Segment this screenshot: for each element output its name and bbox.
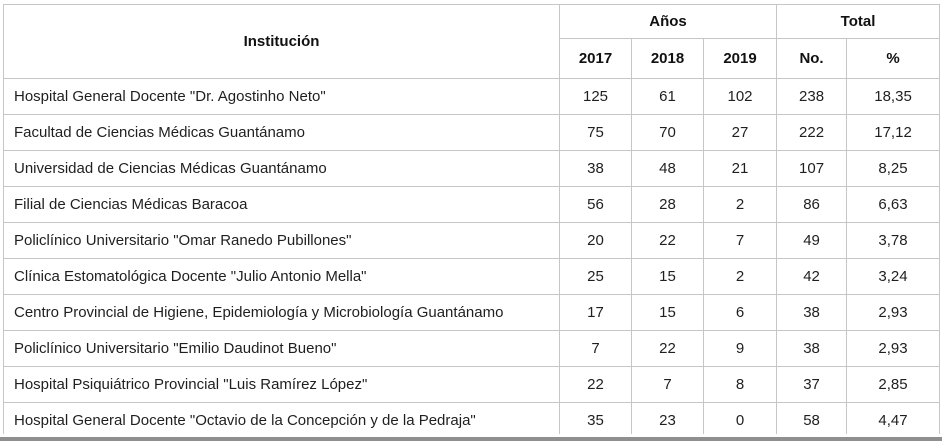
cell-total-pct: 18,35	[846, 78, 941, 115]
cell-2017: 56	[559, 186, 632, 223]
cell-institution: Facultad de Ciencias Médicas Guantánamo	[3, 114, 560, 151]
table-row: Hospital General Docente "Octavio de la …	[3, 402, 941, 439]
cell-institution: Hospital General Docente "Dr. Agostinho …	[3, 78, 560, 115]
cell-institution: Hospital Psiquiátrico Provincial "Luis R…	[3, 366, 560, 403]
cell-2019: 2	[702, 186, 778, 223]
cell-total-no: 38	[776, 294, 848, 331]
table-row: Centro Provincial de Higiene, Epidemiolo…	[3, 294, 941, 331]
cell-total-pct: 17,12	[846, 114, 941, 151]
cell-institution: Policlínico Universitario "Emilio Daudin…	[3, 330, 560, 367]
cell-2018: 61	[631, 78, 704, 115]
cell-total-no: 107	[776, 150, 848, 187]
cell-total-pct: 8,25	[846, 150, 941, 187]
cell-total-no: 37	[776, 366, 848, 403]
cell-total-pct: 6,63	[846, 186, 941, 223]
bottom-edge-bar	[0, 437, 942, 441]
table-row: Hospital Psiquiátrico Provincial "Luis R…	[3, 366, 941, 403]
cell-2017: 22	[559, 366, 632, 403]
cell-2017: 75	[559, 114, 632, 151]
cell-2017: 125	[559, 78, 632, 115]
cell-2018: 7	[631, 366, 704, 403]
header-no: No.	[776, 38, 848, 79]
cell-2018: 70	[631, 114, 704, 151]
cell-2017: 38	[559, 150, 632, 187]
institutions-table: Institución Años Total 2017 2018 2019 No…	[3, 4, 941, 439]
cell-institution: Universidad de Ciencias Médicas Guantána…	[3, 150, 560, 187]
header-institution: Institución	[3, 4, 560, 79]
table-header: Institución Años Total 2017 2018 2019 No…	[3, 4, 941, 79]
cell-2019: 102	[702, 78, 778, 115]
cell-institution: Filial de Ciencias Médicas Baracoa	[3, 186, 560, 223]
cell-2017: 25	[559, 258, 632, 295]
cell-total-pct: 3,78	[846, 222, 941, 259]
cell-2017: 7	[559, 330, 632, 367]
cell-2019: 2	[702, 258, 778, 295]
cell-2018: 15	[631, 258, 704, 295]
cell-2018: 15	[631, 294, 704, 331]
header-2017: 2017	[559, 38, 632, 79]
table-row: Policlínico Universitario "Omar Ranedo P…	[3, 222, 941, 259]
cell-2018: 48	[631, 150, 704, 187]
cell-institution: Clínica Estomatológica Docente "Julio An…	[3, 258, 560, 295]
cell-total-pct: 4,47	[846, 402, 941, 439]
cell-2017: 17	[559, 294, 632, 331]
header-total-group: Total	[776, 4, 941, 39]
table-row: Universidad de Ciencias Médicas Guantána…	[3, 150, 941, 187]
table-row: Clínica Estomatológica Docente "Julio An…	[3, 258, 941, 295]
cell-2018: 22	[631, 222, 704, 259]
cell-institution: Policlínico Universitario "Omar Ranedo P…	[3, 222, 560, 259]
cell-total-no: 238	[776, 78, 848, 115]
cell-2019: 21	[702, 150, 778, 187]
cell-total-no: 42	[776, 258, 848, 295]
cell-institution: Hospital General Docente "Octavio de la …	[3, 402, 560, 439]
table-row: Facultad de Ciencias Médicas Guantánamo …	[3, 114, 941, 151]
cell-2019: 9	[702, 330, 778, 367]
cell-total-no: 222	[776, 114, 848, 151]
cell-2019: 6	[702, 294, 778, 331]
table-row: Policlínico Universitario "Emilio Daudin…	[3, 330, 941, 367]
header-years-group: Años	[558, 4, 778, 39]
header-2019: 2019	[702, 38, 778, 79]
cell-total-pct: 2,93	[846, 330, 941, 367]
cell-total-pct: 2,93	[846, 294, 941, 331]
header-2018: 2018	[631, 38, 704, 79]
bottom-gap	[0, 434, 942, 437]
cell-total-no: 49	[776, 222, 848, 259]
cell-2017: 20	[559, 222, 632, 259]
cell-2019: 7	[702, 222, 778, 259]
cell-2019: 27	[702, 114, 778, 151]
cell-2018: 22	[631, 330, 704, 367]
table-body: Hospital General Docente "Dr. Agostinho …	[3, 78, 941, 439]
cell-total-pct: 3,24	[846, 258, 941, 295]
cell-2017: 35	[559, 402, 632, 439]
header-pct: %	[846, 38, 941, 79]
cell-2019: 8	[702, 366, 778, 403]
cell-total-no: 58	[776, 402, 848, 439]
table-row: Filial de Ciencias Médicas Baracoa 56 28…	[3, 186, 941, 223]
cell-2018: 28	[631, 186, 704, 223]
cell-institution: Centro Provincial de Higiene, Epidemiolo…	[3, 294, 560, 331]
cell-total-no: 38	[776, 330, 848, 367]
table-row: Hospital General Docente "Dr. Agostinho …	[3, 78, 941, 115]
cell-total-pct: 2,85	[846, 366, 941, 403]
cell-2019: 0	[702, 402, 778, 439]
cell-total-no: 86	[776, 186, 848, 223]
